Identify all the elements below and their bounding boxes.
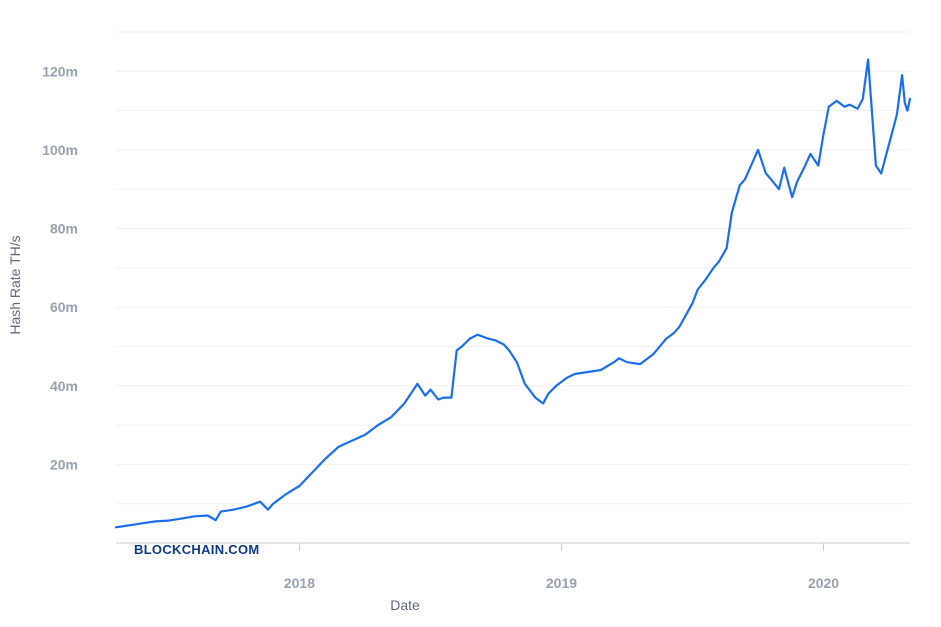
y-axis-ticks: 20m 40m 60m 80m 100m 120m xyxy=(42,63,78,472)
gridlines xyxy=(116,31,910,505)
y-tick-label: 100m xyxy=(42,142,78,158)
y-tick-label: 60m xyxy=(50,299,78,315)
y-axis-title: Hash Rate TH/s xyxy=(7,235,23,334)
blockchain-watermark: BLOCKCHAIN.COM xyxy=(134,542,260,557)
y-tick-label: 80m xyxy=(50,221,78,237)
x-axis-title: Date xyxy=(390,597,420,613)
series-line xyxy=(114,58,912,529)
y-tick-label: 120m xyxy=(42,63,78,79)
x-tick-label: 2019 xyxy=(546,575,577,591)
y-tick-label: 40m xyxy=(50,378,78,394)
x-tick-label: 2020 xyxy=(808,575,839,591)
x-axis-ticks: 2018 2019 2020 xyxy=(284,543,839,591)
x-tick-label: 2018 xyxy=(284,575,315,591)
y-tick-label: 20m xyxy=(50,456,78,472)
